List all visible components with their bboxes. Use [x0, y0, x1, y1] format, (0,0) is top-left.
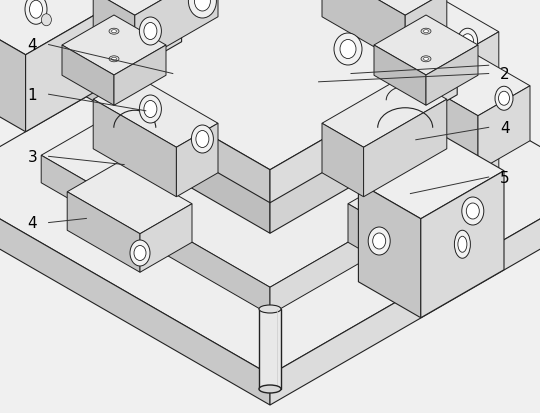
Polygon shape — [83, 0, 457, 170]
Polygon shape — [25, 0, 181, 133]
Ellipse shape — [457, 55, 468, 62]
Polygon shape — [348, 1, 473, 73]
Polygon shape — [270, 183, 540, 405]
Polygon shape — [93, 100, 177, 197]
Polygon shape — [359, 183, 421, 318]
Polygon shape — [322, 0, 447, 16]
Polygon shape — [374, 0, 499, 69]
Polygon shape — [259, 309, 281, 389]
Ellipse shape — [109, 57, 119, 63]
Ellipse shape — [144, 101, 157, 118]
Ellipse shape — [498, 92, 510, 106]
Ellipse shape — [423, 58, 429, 61]
Polygon shape — [67, 192, 140, 273]
Ellipse shape — [454, 231, 470, 259]
Ellipse shape — [421, 57, 431, 63]
Ellipse shape — [139, 18, 161, 46]
Polygon shape — [348, 31, 421, 111]
Polygon shape — [0, 0, 181, 56]
Polygon shape — [322, 76, 447, 148]
Ellipse shape — [259, 385, 281, 393]
Ellipse shape — [30, 1, 43, 19]
Ellipse shape — [134, 246, 146, 261]
Ellipse shape — [373, 233, 386, 249]
Polygon shape — [62, 16, 166, 76]
Ellipse shape — [334, 34, 362, 66]
Polygon shape — [270, 63, 457, 203]
Text: 4: 4 — [28, 38, 37, 53]
Polygon shape — [363, 100, 447, 197]
Ellipse shape — [467, 204, 480, 219]
Polygon shape — [436, 33, 499, 123]
Ellipse shape — [109, 29, 119, 35]
Polygon shape — [405, 0, 447, 66]
Ellipse shape — [458, 237, 467, 253]
Ellipse shape — [144, 24, 157, 40]
Polygon shape — [322, 124, 363, 197]
Ellipse shape — [191, 126, 213, 154]
Polygon shape — [83, 63, 270, 203]
Ellipse shape — [25, 0, 47, 25]
Ellipse shape — [188, 0, 217, 19]
Polygon shape — [41, 156, 270, 315]
Ellipse shape — [196, 131, 209, 148]
Polygon shape — [478, 87, 530, 171]
Polygon shape — [67, 1, 192, 73]
Polygon shape — [421, 43, 473, 111]
Ellipse shape — [42, 15, 51, 27]
Text: 1: 1 — [28, 88, 37, 102]
Polygon shape — [135, 0, 218, 66]
Polygon shape — [0, 183, 270, 405]
Polygon shape — [177, 124, 218, 197]
Polygon shape — [374, 16, 478, 76]
Ellipse shape — [130, 240, 150, 266]
Polygon shape — [374, 33, 436, 123]
Text: 4: 4 — [28, 216, 37, 230]
Polygon shape — [119, 31, 192, 111]
Polygon shape — [114, 46, 166, 106]
Ellipse shape — [457, 29, 477, 55]
Polygon shape — [359, 135, 504, 219]
Polygon shape — [140, 204, 192, 273]
Ellipse shape — [462, 35, 474, 50]
Polygon shape — [0, 0, 540, 375]
Ellipse shape — [259, 305, 281, 313]
Text: 5: 5 — [500, 170, 510, 185]
Polygon shape — [67, 162, 192, 234]
Polygon shape — [374, 46, 426, 106]
Ellipse shape — [423, 31, 429, 33]
Polygon shape — [426, 46, 478, 106]
Polygon shape — [0, 17, 25, 133]
Polygon shape — [67, 43, 119, 111]
Polygon shape — [270, 156, 499, 315]
Polygon shape — [426, 87, 478, 171]
Polygon shape — [421, 171, 504, 318]
Ellipse shape — [340, 40, 356, 59]
Polygon shape — [348, 204, 400, 273]
Polygon shape — [270, 95, 405, 234]
Ellipse shape — [139, 96, 161, 124]
Polygon shape — [348, 162, 473, 234]
Ellipse shape — [495, 87, 513, 111]
Polygon shape — [322, 0, 405, 66]
Text: 2: 2 — [500, 67, 510, 82]
Ellipse shape — [111, 31, 117, 33]
Polygon shape — [135, 95, 270, 234]
Text: 4: 4 — [500, 121, 510, 135]
Text: 3: 3 — [28, 150, 37, 164]
Ellipse shape — [194, 0, 211, 12]
Polygon shape — [93, 76, 218, 148]
Ellipse shape — [368, 228, 390, 255]
Polygon shape — [93, 0, 218, 16]
Polygon shape — [41, 24, 499, 287]
Ellipse shape — [462, 197, 484, 225]
Ellipse shape — [111, 58, 117, 61]
Polygon shape — [62, 46, 114, 106]
Polygon shape — [400, 192, 473, 273]
Polygon shape — [93, 0, 135, 66]
Polygon shape — [426, 57, 530, 116]
Polygon shape — [135, 18, 405, 173]
Ellipse shape — [421, 29, 431, 35]
